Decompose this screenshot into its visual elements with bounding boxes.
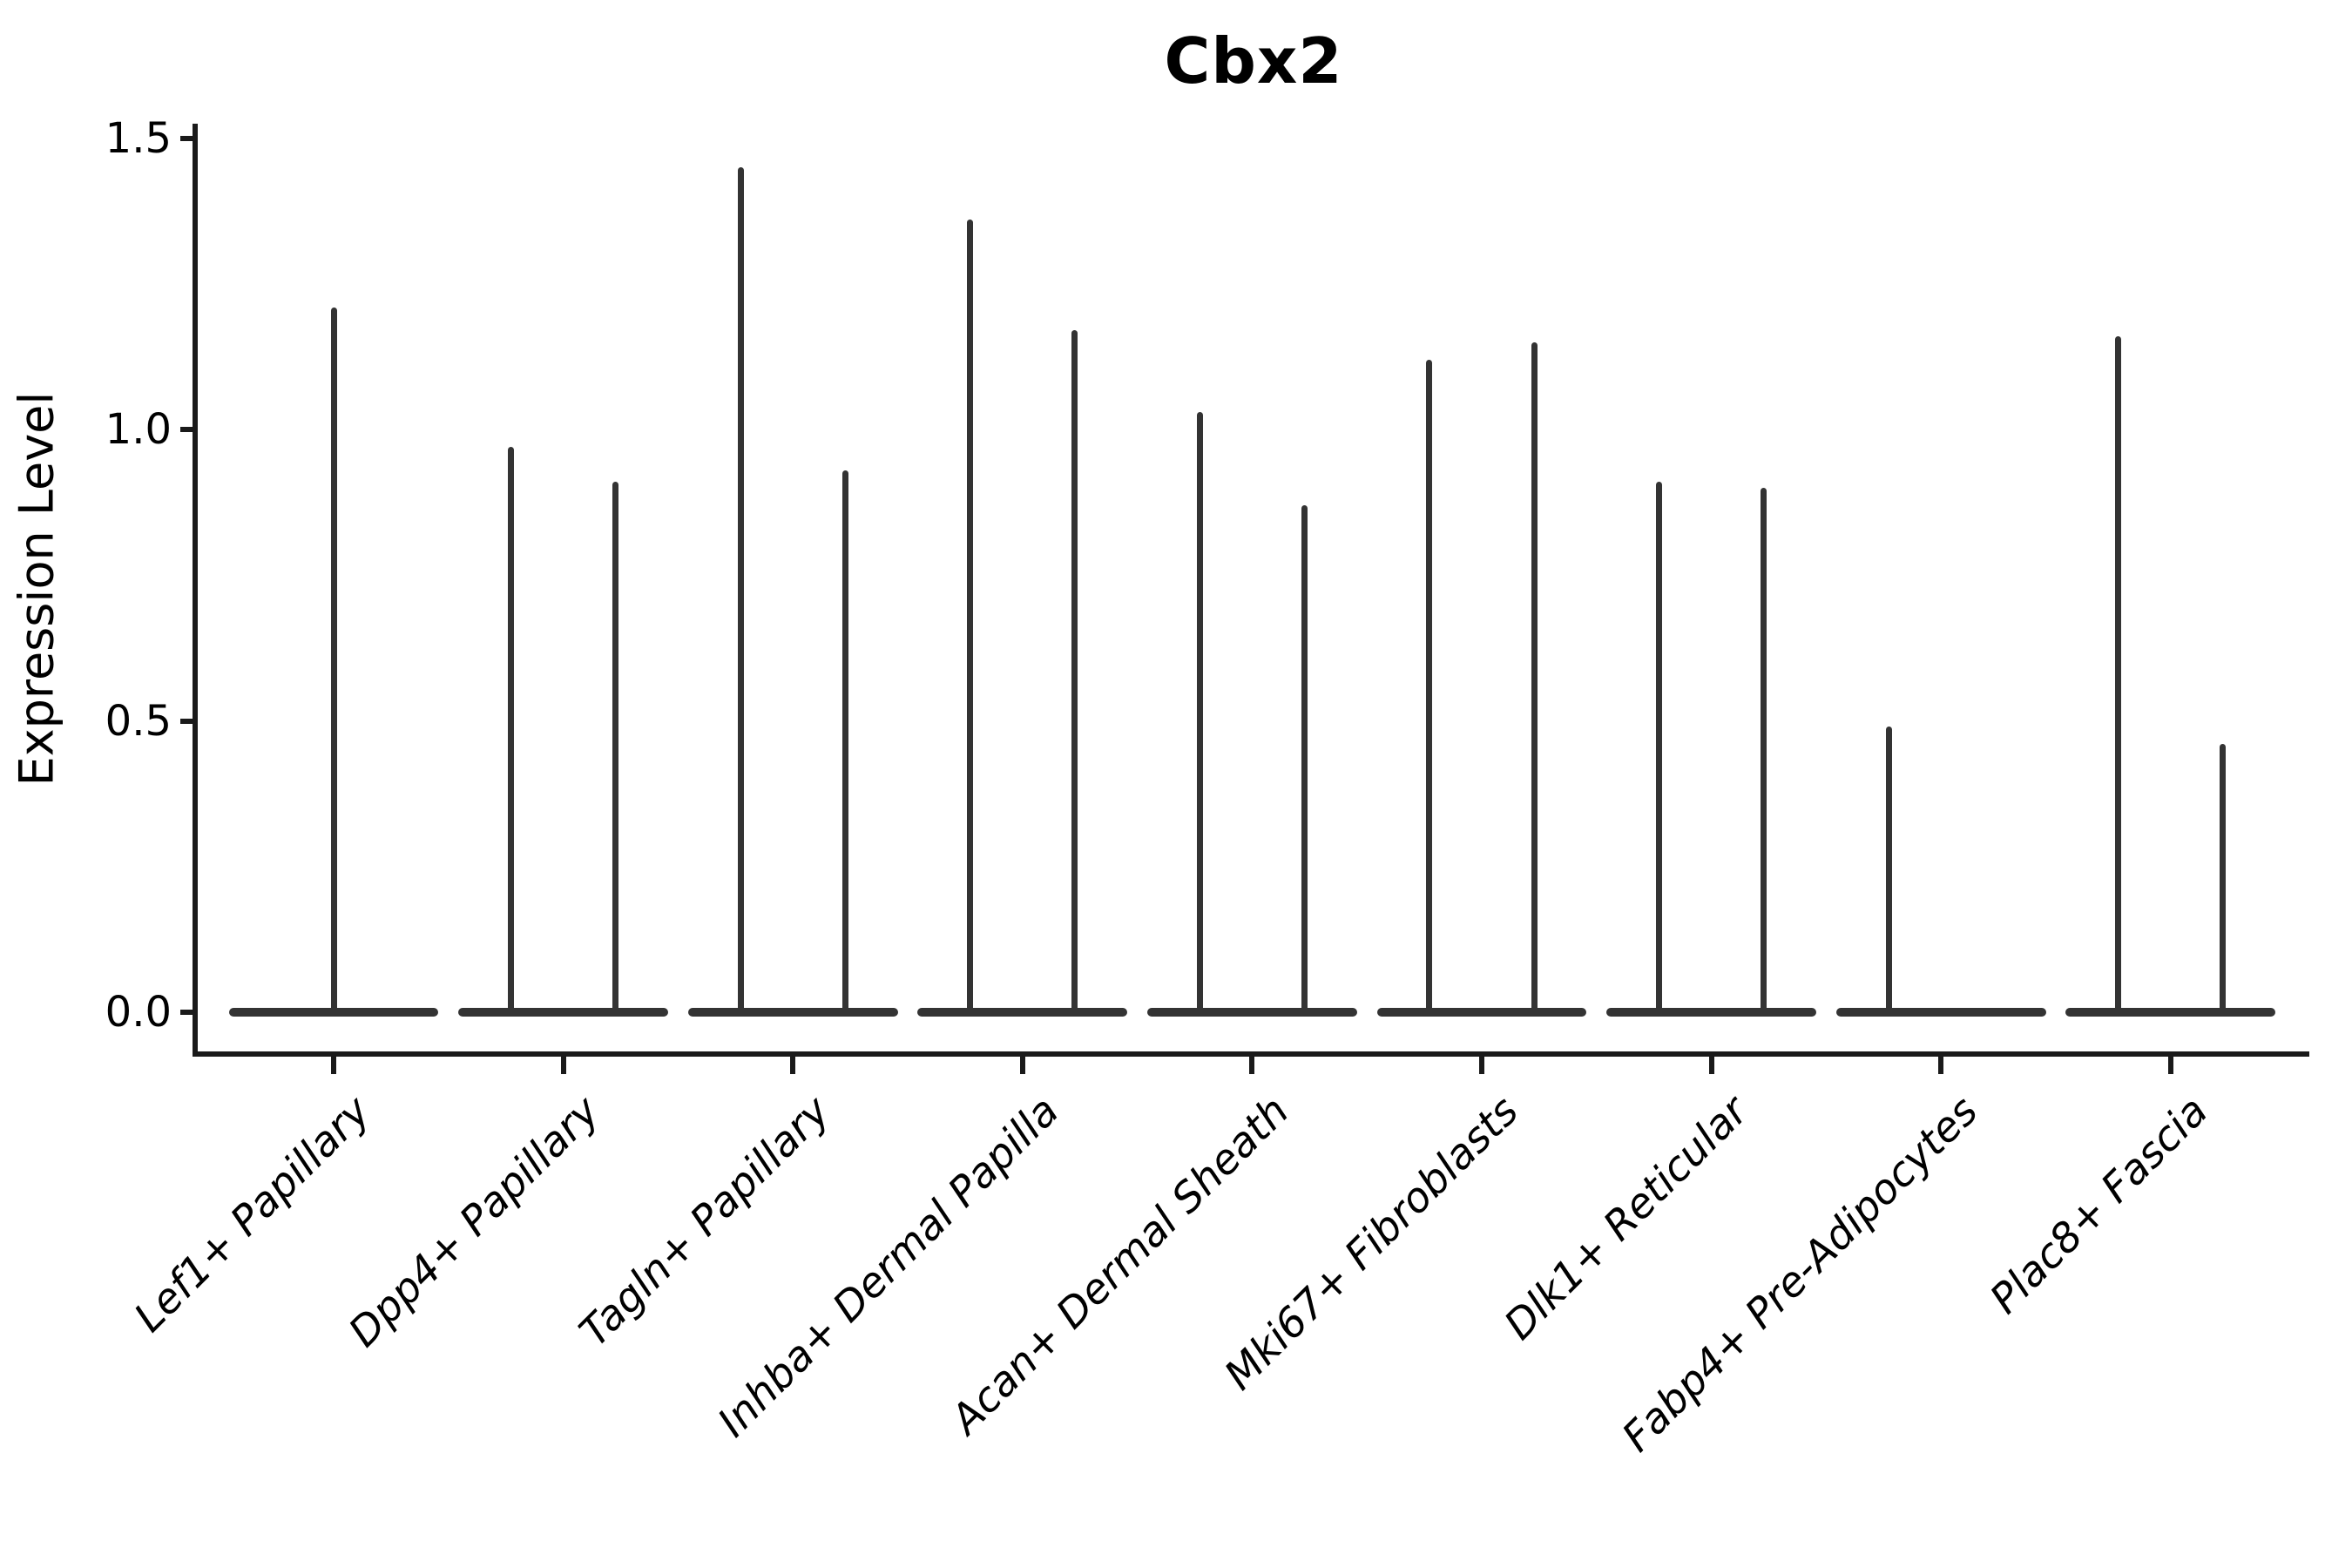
y-tick-label: 1.0 bbox=[105, 405, 172, 454]
x-tick-label: Dpp4+ Papillary bbox=[340, 1087, 610, 1357]
x-tick-mark bbox=[1708, 1057, 1714, 1074]
violin-spike bbox=[507, 447, 514, 1017]
y-tick-mark bbox=[180, 718, 198, 724]
x-tick-label: Tagln+ Papillary bbox=[570, 1087, 840, 1356]
violin-base bbox=[1835, 1008, 2046, 1017]
y-axis-label-text: Expression Level bbox=[9, 391, 64, 787]
chart-title: Cbx2 bbox=[1164, 24, 1343, 98]
x-tick-mark bbox=[560, 1057, 566, 1074]
violin-spike bbox=[1655, 482, 1662, 1017]
x-tick-mark bbox=[1938, 1057, 1944, 1074]
violin-spike bbox=[841, 470, 848, 1017]
violin-spike bbox=[737, 166, 744, 1017]
violin-spike bbox=[1531, 341, 1538, 1017]
violin-base bbox=[2065, 1008, 2276, 1017]
violin-spike bbox=[1885, 727, 1892, 1017]
x-tick-label: Lef1+ Papillary bbox=[125, 1087, 380, 1342]
y-tick-label: 1.5 bbox=[105, 113, 172, 163]
x-tick-label: Dlk1+ Reticular bbox=[1495, 1087, 1758, 1349]
violin-spike bbox=[967, 220, 974, 1017]
y-tick-label: 0.5 bbox=[105, 696, 172, 746]
violin-base bbox=[1146, 1008, 1357, 1017]
x-tick-mark bbox=[790, 1057, 796, 1074]
x-axis-spine bbox=[193, 1051, 2309, 1057]
violin-base bbox=[458, 1008, 669, 1017]
violin-spike bbox=[330, 307, 337, 1017]
violin-spike bbox=[1196, 411, 1203, 1017]
y-tick-mark bbox=[180, 135, 198, 141]
violin-base bbox=[1606, 1008, 1817, 1017]
x-tick-mark bbox=[1019, 1057, 1025, 1074]
violin-spike bbox=[1071, 330, 1078, 1017]
y-tick-label: 0.0 bbox=[105, 988, 172, 1037]
x-tick-mark bbox=[331, 1057, 336, 1074]
violin-spike bbox=[1301, 504, 1308, 1017]
violin-base bbox=[687, 1008, 898, 1017]
violin-spike bbox=[1761, 487, 1767, 1017]
x-tick-mark bbox=[1479, 1057, 1484, 1074]
violin-spike bbox=[2115, 335, 2122, 1017]
violin-base bbox=[917, 1008, 1128, 1017]
violin-spike bbox=[612, 482, 619, 1017]
x-tick-label: Plac8+ Fascia bbox=[1980, 1087, 2217, 1324]
violin-base bbox=[1376, 1008, 1587, 1017]
x-tick-mark bbox=[2167, 1057, 2173, 1074]
y-axis-spine bbox=[193, 124, 198, 1057]
x-tick-mark bbox=[1249, 1057, 1255, 1074]
violin-spike bbox=[1426, 359, 1433, 1017]
y-tick-mark bbox=[180, 427, 198, 432]
violin-spike bbox=[2220, 744, 2227, 1017]
y-tick-mark bbox=[180, 1010, 198, 1015]
